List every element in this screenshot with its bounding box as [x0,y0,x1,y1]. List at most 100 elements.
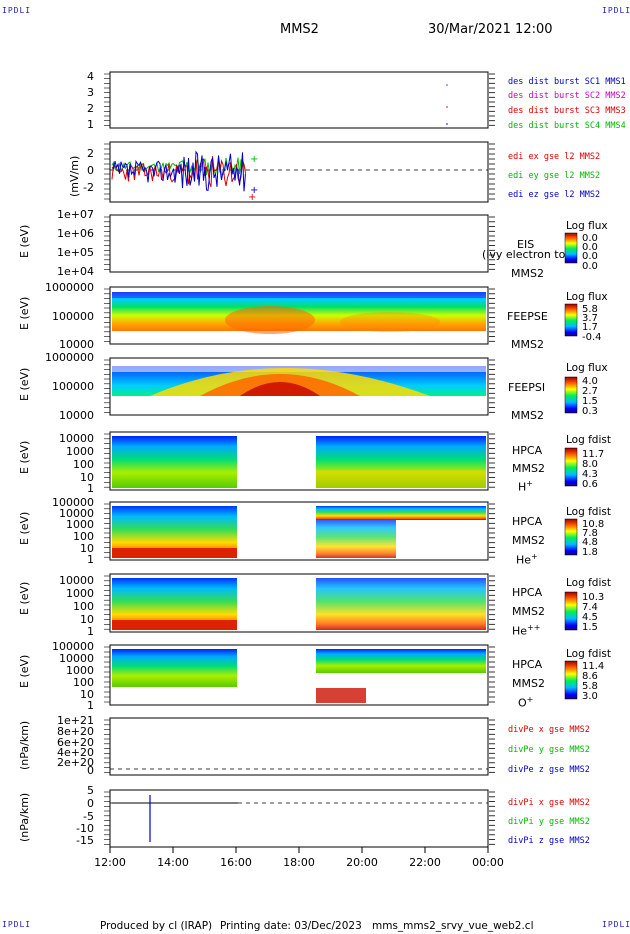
hpca-h-ylabel: E (eV) [18,440,31,474]
tick-label: 6e+20 [57,736,94,749]
cb-value: 0.0 [582,242,598,253]
hpca-hepp-ylabel: E (eV) [18,581,31,615]
eis-panel [109,214,489,273]
feepse-ylabel: E (eV) [18,296,31,330]
x-tick-label: 16:00 [220,856,252,869]
tick-label: 10000 [59,409,94,422]
divpi-legend-y: divPi y gse MMS2 [508,817,590,827]
hpca-hepp-panel [109,573,489,633]
tick-label: 4 [87,70,94,83]
tick-label: 1e+05 [57,246,94,259]
hpca-o-ylabel: E (eV) [18,654,31,688]
hpca-h-cb-title: Log fdist [566,434,611,446]
tick-label: 8e+20 [57,725,94,738]
cb-value: 3.7 [582,313,598,324]
edi-legend-ey: edi ey gse l2 MMS2 [508,171,601,181]
feepsi-cb-title: Log flux [566,362,608,374]
tick-label: 4e+20 [57,746,94,759]
cb-value: 5.8 [582,304,598,315]
hpca-he-ylabel: E (eV) [18,511,31,545]
tick-label: 100000 [52,380,94,393]
feepse-hot-region [225,306,315,334]
feepsi-colorbar [564,376,578,414]
cb-value: 2.7 [582,386,598,397]
tick-label: 1000 [66,518,94,531]
hpca-o-spectrogram-b [316,649,486,673]
tick-label: 100 [73,676,94,689]
feepse-panel [109,286,489,345]
tick-label: -10 [76,822,94,835]
cb-value: -0.4 [582,332,602,343]
des-point-mms2 [446,84,448,86]
des-legend-mms1: des dist burst SC1 MMS1 [508,77,626,87]
tick-label: 10 [80,613,94,626]
cb-value: 4.5 [582,612,598,623]
footer-produced: Produced by cl (IRAP) [100,920,213,932]
hpca-hepp-species: He++ [512,623,541,638]
tick-label: 2 [87,147,94,160]
divpi-ylabel: (nPa/km) [18,792,31,842]
tick-label: 1e+21 [57,714,94,727]
tick-label: 100 [73,530,94,543]
tick-label: 1000 [66,587,94,600]
divpe-legend-y: divPe y gse MMS2 [508,745,590,755]
hpca-o-sc-label: MMS2 [512,677,545,690]
cb-value: 10.3 [582,592,605,603]
cb-value: 4.0 [582,376,598,387]
tick-label: 1e+04 [57,265,94,278]
hpca-o-spectrogram-a [112,649,237,687]
tick-label: 1 [87,482,94,495]
hpca-hepp-sc-label: MMS2 [512,605,545,618]
tick-label: -15 [76,834,94,847]
feepsi-ylabel: E (eV) [18,367,31,401]
des-point-mms1 [446,123,448,125]
cb-value: 1.5 [582,396,598,407]
cb-value: 1.7 [582,322,598,333]
hpca-hepp-spectrogram-b [316,578,486,630]
tick-label: 0 [87,164,94,177]
edi-ex-marker: + [248,192,256,203]
divpe-legend-x: divPe x gse MMS2 [508,725,590,735]
cb-value: 7.8 [582,528,598,539]
cb-value: 1.5 [582,622,598,633]
tick-label: 100000 [52,310,94,323]
tick-label: 1 [87,625,94,638]
hpca-he-panel [109,501,489,561]
tick-label: 1000000 [45,281,94,294]
tick-label: 10 [80,688,94,701]
hpca-he-spectrogram-b [316,506,486,520]
hpca-he-label: HPCA [512,515,543,528]
des-legend-mms4: des dist burst SC4 MMS4 [508,121,626,131]
divpe-legend-z: divPe z gse MMS2 [508,765,590,775]
x-tick-label: 22:00 [409,856,441,869]
hpca-h-spectrogram-b [316,436,486,488]
tick-label: 3 [87,86,94,99]
tick-label: 2e+20 [57,756,94,769]
tick-label: 1 [87,553,94,566]
tick-label: -5 [83,810,94,823]
tick-label: 1000000 [45,351,94,364]
hpca-h-label: HPCA [512,444,543,457]
cb-value: 8.0 [582,459,598,470]
tick-label: 10 [80,542,94,555]
cb-value: 4.8 [582,537,598,548]
feepsi-sc-label: MMS2 [511,409,544,422]
tick-label: 0 [87,797,94,810]
hpca-he-cb-title: Log fdist [566,506,611,518]
hpca-h-sc-label: MMS2 [512,462,545,475]
hpca-he-species: He+ [516,552,538,567]
cb-value: 11.4 [582,661,605,672]
des-panel [109,71,489,129]
hpca-h-colorbar [564,447,578,487]
hpca-he-colorbar [564,518,578,556]
cb-value: 1.8 [582,547,598,558]
x-tick-label: 12:00 [94,856,126,869]
divpe-panel [109,717,489,776]
corner-mark-bottom-left: IPDLI [2,920,32,929]
feepsi-label: FEEPSI [508,381,546,394]
hpca-h-panel [109,431,489,491]
hpca-o-species: O+ [518,695,534,710]
cb-value: 0.0 [582,233,598,244]
hpca-hepp-label: HPCA [512,586,543,599]
hpca-hepp-cb-title: Log fdist [566,577,611,589]
